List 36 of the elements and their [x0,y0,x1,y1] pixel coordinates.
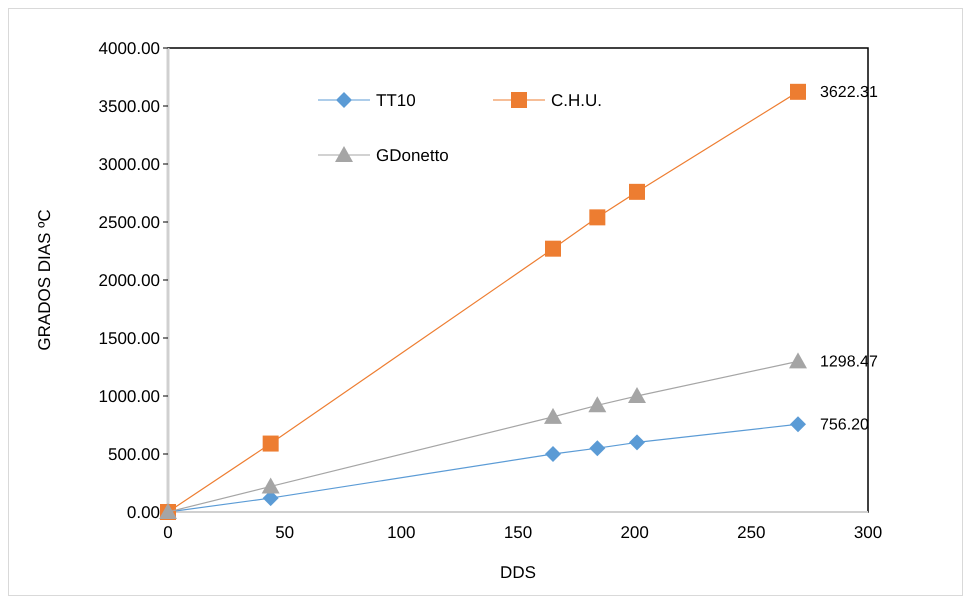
y-tick-label: 0.00 [126,503,160,522]
legend-label: C.H.U. [551,91,602,110]
x-tick-label: 200 [620,523,649,542]
y-tick-label: 3500.00 [98,97,160,116]
point [262,436,279,452]
y-tick-label: 2500.00 [98,213,160,232]
point [790,416,806,432]
point [589,440,606,456]
point [628,387,646,403]
legend-label: TT10 [376,91,416,110]
x-tick-label: 300 [854,523,882,542]
x-tick-label: 250 [737,523,766,542]
point [544,408,562,424]
point [545,240,561,257]
x-tick-label: 50 [275,523,294,542]
point [545,446,561,462]
y-tick-label: 4000.00 [98,39,160,58]
y-axis-title: GRADOS DIAS ºC [35,209,54,351]
x-tick-label: 0 [163,523,173,542]
y-tick-label: 2000.00 [98,271,160,290]
data-label: 756.20 [820,416,870,434]
x-axis-title: DDS [500,563,536,582]
point [629,434,645,450]
legend-label: GDonetto [376,146,449,165]
y-tick-label: 3000.00 [98,155,160,174]
point [262,477,280,494]
point [589,209,606,226]
x-tick-label: 100 [387,523,416,542]
y-tick-label: 1500.00 [98,329,160,348]
y-tick-label: 500.00 [108,445,160,464]
point [789,352,807,368]
point [790,84,806,100]
point [588,396,606,412]
y-tick-label: 1000.00 [98,387,160,406]
point [629,184,645,200]
x-tick-label: 150 [504,523,532,542]
